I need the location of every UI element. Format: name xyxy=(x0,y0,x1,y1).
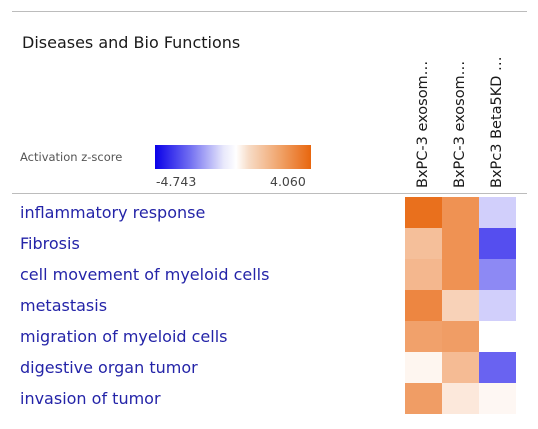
header-divider xyxy=(12,193,527,194)
row-label[interactable]: invasion of tumor xyxy=(20,389,161,408)
row-label[interactable]: cell movement of myeloid cells xyxy=(20,265,270,284)
heatmap-cell[interactable] xyxy=(442,197,479,228)
legend-max-value: 4.060 xyxy=(270,174,306,189)
heatmap-cell[interactable] xyxy=(405,197,442,228)
legend-min-value: -4.743 xyxy=(156,174,197,189)
row-label[interactable]: inflammatory response xyxy=(20,203,206,222)
top-divider xyxy=(12,11,527,12)
heatmap-cell[interactable] xyxy=(442,228,479,259)
color-scale-bar xyxy=(155,145,311,169)
heatmap-cell[interactable] xyxy=(442,259,479,290)
heatmap-cell[interactable] xyxy=(405,383,442,414)
heatmap-cell[interactable] xyxy=(405,352,442,383)
row-label[interactable]: digestive organ tumor xyxy=(20,358,198,377)
heatmap-cell[interactable] xyxy=(479,259,516,290)
heatmap-cell[interactable] xyxy=(442,352,479,383)
heatmap-cell[interactable] xyxy=(405,321,442,352)
heatmap-cell[interactable] xyxy=(442,290,479,321)
heatmap-cell[interactable] xyxy=(479,383,516,414)
row-label[interactable]: metastasis xyxy=(20,296,108,315)
row-label[interactable]: migration of myeloid cells xyxy=(20,327,228,346)
row-label[interactable]: Fibrosis xyxy=(20,234,80,253)
heatmap-cell[interactable] xyxy=(405,290,442,321)
heatmap-cell[interactable] xyxy=(442,383,479,414)
column-header[interactable]: BxPC-3 exosom… xyxy=(415,60,431,188)
column-header[interactable]: BxPc3 Beta5KD … xyxy=(489,56,505,188)
heatmap-cell[interactable] xyxy=(405,228,442,259)
heatmap-cell[interactable] xyxy=(479,321,516,352)
heatmap-cell[interactable] xyxy=(479,197,516,228)
heatmap-cell[interactable] xyxy=(479,290,516,321)
heatmap-cell[interactable] xyxy=(479,352,516,383)
column-header[interactable]: BxPC-3 exosom… xyxy=(452,60,468,188)
heatmap-cell[interactable] xyxy=(405,259,442,290)
legend-label: Activation z-score xyxy=(20,150,123,164)
chart-title: Diseases and Bio Functions xyxy=(22,33,241,52)
heatmap-cell[interactable] xyxy=(479,228,516,259)
heatmap-cell[interactable] xyxy=(442,321,479,352)
